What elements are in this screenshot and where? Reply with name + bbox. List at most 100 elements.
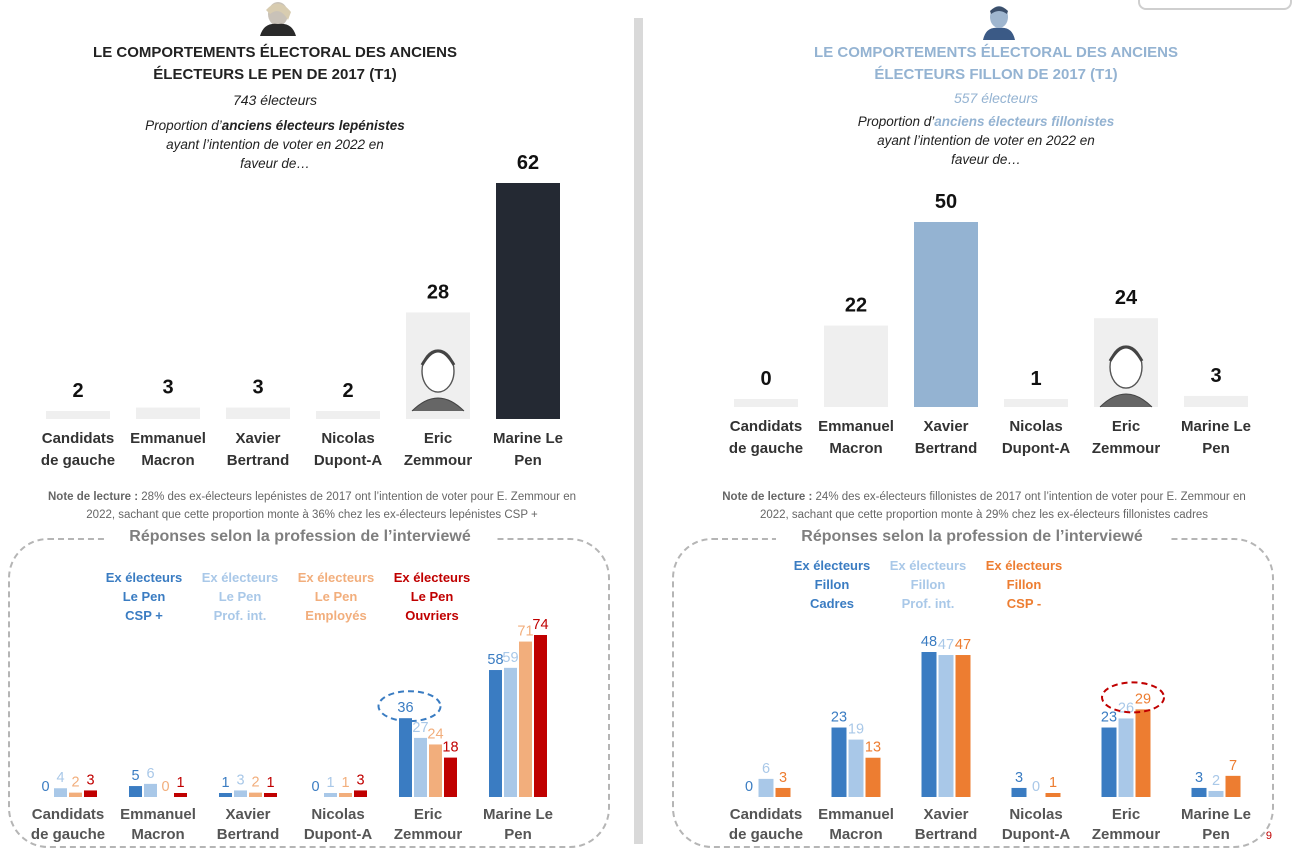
lepen-sample-size: 743 électeurs (232, 92, 318, 108)
value-label-2-1: 3 (236, 772, 244, 788)
value-label-3: 2 (342, 380, 353, 402)
bar-3-3 (354, 790, 367, 797)
fillon-reading-note: Note de lecture : 24% des ex-électeurs f… (722, 491, 1246, 521)
value-label-2-0: 1 (221, 775, 229, 791)
value-label-2-1: 47 (938, 637, 954, 653)
category-label-3-b: Dupont-A (304, 826, 372, 843)
value-label-4-0: 36 (397, 700, 413, 716)
category-label-4-a: Eric (1112, 418, 1140, 435)
bar-4-0 (399, 718, 412, 797)
lepen-description: Proportion d’anciens électeurs lepéniste… (145, 118, 405, 171)
value-label-1-1: 6 (146, 766, 154, 782)
lepen-legend-csp-plus: Ex électeurs Le Pen CSP + (105, 570, 183, 623)
value-label-1-2: 13 (865, 740, 881, 756)
bar-2-0 (921, 652, 937, 797)
zemmour-portrait (1099, 345, 1153, 408)
fillon-title: LE COMPORTEMENTS ÉLECTORAL DES ANCIENS É… (814, 44, 1178, 83)
category-label-1-b: Macron (829, 440, 882, 457)
category-label-0-a: Candidats (32, 806, 105, 823)
bar-4-1 (414, 737, 427, 797)
fillon-legend-prof-int: Ex électeurs Fillon Prof. int. (889, 558, 967, 611)
value-label-4-2: 24 (427, 726, 443, 742)
fillon-portrait (982, 2, 1016, 40)
portrait-shoulders (1099, 393, 1153, 408)
value-label-2-0: 48 (921, 634, 937, 650)
value-label-1-0: 5 (131, 768, 139, 784)
bar-1-1 (848, 739, 864, 797)
value-label-5: 62 (517, 152, 539, 174)
lepen-legend-ouvriers: Ex électeurs Le Pen Ouvriers (393, 570, 471, 623)
bar-1-3 (174, 793, 187, 797)
bar-1-2 (865, 757, 881, 797)
value-label-2-2: 47 (955, 637, 971, 653)
bar-2 (914, 222, 978, 407)
lepen-title: LE COMPORTEMENTS ÉLECTORAL DES ANCIENS É… (93, 44, 457, 83)
fillon-description: Proportion d’anciens électeurs fillonist… (857, 114, 1115, 167)
category-label-0-b: de gauche (729, 826, 803, 843)
bar-2-0 (219, 793, 232, 797)
value-label-2: 3 (252, 377, 263, 399)
bar-5-2 (519, 641, 532, 797)
category-label-1-a: Emmanuel (818, 418, 894, 435)
category-label-0-b: de gauche (41, 452, 115, 469)
bar-4-2 (1135, 709, 1151, 797)
category-label-3-b: Dupont-A (1002, 826, 1070, 843)
value-label-4: 24 (1115, 287, 1138, 309)
value-label-4-0: 23 (1101, 710, 1117, 726)
lepen-legend-employes: Ex électeurs Le Pen Employés (297, 570, 375, 623)
bar-3-1 (324, 793, 337, 797)
value-label-5-0: 3 (1195, 770, 1203, 786)
value-label-1-2: 0 (161, 779, 169, 795)
panel-divider (634, 18, 643, 844)
value-label-3-1: 1 (326, 775, 334, 791)
value-label-5-2: 71 (517, 624, 533, 640)
category-label-4-a: Eric (414, 806, 442, 823)
value-label-0: 2 (72, 380, 83, 402)
value-label-5-1: 2 (1212, 773, 1220, 789)
category-label-2-b: Bertrand (217, 826, 280, 843)
category-label-3-a: Nicolas (321, 430, 374, 447)
value-label-1-1: 19 (848, 722, 864, 738)
bar-4-2 (429, 744, 442, 797)
bar-0-1 (54, 788, 67, 797)
bar-1 (136, 407, 200, 419)
category-label-5-a: Marine Le (493, 430, 563, 447)
value-label-1: 3 (162, 377, 173, 399)
value-label-0-3: 3 (86, 772, 94, 788)
bar-5-3 (534, 635, 547, 797)
category-label-4-b: Zemmour (404, 452, 473, 469)
bar-1-0 (129, 786, 142, 797)
category-label-1-b: Macron (829, 826, 882, 843)
lepen-main-bar-chart: 2 Candidats de gauche 3 Emmanuel Macron 3 Xavie… (41, 152, 563, 469)
category-label-4-b: Zemmour (394, 826, 463, 843)
value-label-5: 3 (1210, 365, 1221, 387)
value-label-0-2: 2 (71, 775, 79, 791)
category-label-0-a: Candidats (730, 418, 803, 435)
value-label-3-0: 3 (1015, 770, 1023, 786)
bar-5-1 (504, 667, 517, 797)
corner-frame (1138, 0, 1292, 10)
category-label-5-b: Pen (1202, 440, 1230, 457)
bar-4-0 (1101, 727, 1117, 797)
bar-5-0 (1191, 787, 1207, 797)
bar-1-0 (831, 727, 847, 797)
category-label-2-b: Bertrand (915, 826, 978, 843)
value-label-5-2: 7 (1229, 758, 1237, 774)
value-label-4-2: 29 (1135, 691, 1151, 707)
fillon-sample-size: 557 électeurs (953, 90, 1039, 106)
value-label-5-1: 59 (502, 650, 518, 666)
bar-3-0 (1011, 787, 1027, 797)
category-label-2-b: Bertrand (227, 452, 290, 469)
category-label-5-b: Pen (514, 452, 542, 469)
category-label-3-b: Dupont-A (1002, 440, 1070, 457)
bar-3-2 (339, 793, 352, 797)
portrait-hair (1108, 345, 1144, 362)
category-label-1-a: Emmanuel (818, 806, 894, 823)
value-label-3-2: 1 (1049, 775, 1057, 791)
value-label-3-1: 0 (1032, 779, 1040, 795)
fillon-main-bar-chart: 0 Candidats de gauche 22 Emmanuel Macron 50 Xav… (729, 191, 1251, 457)
bar-2-2 (955, 655, 971, 797)
bar-2-1 (234, 790, 247, 797)
lepen-portrait (258, 0, 298, 36)
category-label-0-a: Candidats (730, 806, 803, 823)
